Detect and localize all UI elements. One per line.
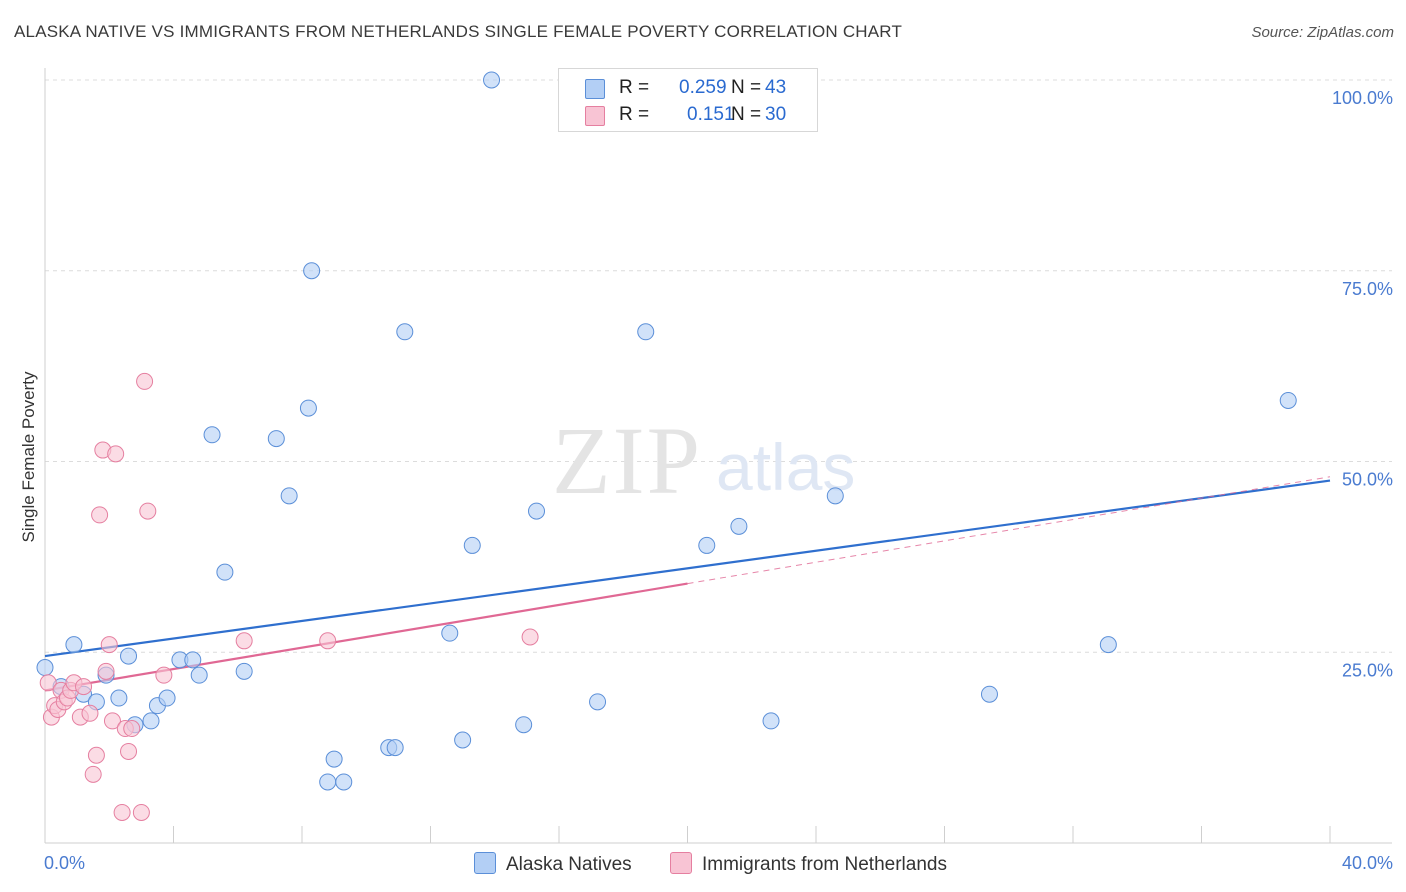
data-point-pink: [100, 636, 118, 654]
data-point-pink: [107, 445, 125, 463]
data-point-blue: [319, 773, 337, 791]
data-point-blue: [36, 659, 54, 677]
data-point-blue: [235, 662, 253, 680]
data-point-pink: [123, 720, 141, 738]
data-point-pink: [81, 704, 99, 722]
x-tick-label: 0.0%: [44, 853, 85, 873]
data-point-blue: [386, 739, 404, 757]
data-point-pink: [84, 765, 102, 783]
legend-swatch-pink: [585, 106, 605, 126]
data-point-blue: [589, 693, 607, 711]
legend-r-label: R =: [619, 104, 650, 125]
bottom-legend-swatch-pink: [670, 852, 692, 874]
data-point-pink: [103, 712, 121, 730]
data-point-blue: [454, 731, 472, 749]
data-point-blue: [637, 323, 655, 341]
legend-swatch-blue: [585, 79, 605, 99]
data-point-blue: [303, 262, 321, 280]
trendline-blue: [44, 479, 1331, 658]
legend-r-value: 0.259: [679, 77, 727, 98]
bottom-legend-netherlands: Immigrants from Netherlands: [670, 852, 947, 876]
data-point-pink: [136, 372, 154, 390]
y-tick-label: 75.0%: [1342, 279, 1393, 299]
gridlines: [45, 79, 1392, 653]
data-point-blue: [730, 517, 748, 535]
data-point-pink: [139, 502, 157, 520]
data-point-blue: [483, 71, 501, 89]
y-tick-label: 25.0%: [1342, 660, 1393, 680]
data-point-blue: [65, 636, 83, 654]
data-point-pink: [97, 662, 115, 680]
trendline-pink-extension: [687, 476, 1331, 585]
data-point-blue: [335, 773, 353, 791]
data-point-pink: [319, 632, 337, 650]
tick-labels: 25.0% 50.0% 75.0% 100.0% 0.0% 40.0%: [44, 88, 1393, 873]
correlation-legend: R = 0.259 N = 43 R = 0.151 N = 30: [558, 68, 818, 132]
data-point-pink: [155, 666, 173, 684]
data-point-pink: [521, 628, 539, 646]
data-point-blue: [698, 536, 716, 554]
data-point-blue: [184, 651, 202, 669]
data-point-blue: [216, 563, 234, 581]
data-point-blue: [158, 689, 176, 707]
legend-n-value: 30: [765, 104, 787, 125]
chart-title: ALASKA NATIVE VS IMMIGRANTS FROM NETHERL…: [14, 22, 903, 41]
data-point-blue: [396, 323, 414, 341]
legend-r-value: 0.151: [687, 104, 735, 125]
data-point-pink: [132, 803, 150, 821]
data-point-blue: [190, 666, 208, 684]
data-point-blue: [1099, 636, 1117, 654]
watermark: ZIP atlas: [552, 407, 855, 514]
data-point-blue: [515, 716, 533, 734]
data-point-blue: [280, 487, 298, 505]
data-point-blue: [826, 487, 844, 505]
bottom-legend-label-pink: Immigrants from Netherlands: [702, 854, 947, 875]
legend-n-value: 43: [765, 77, 787, 98]
y-tick-label: 100.0%: [1332, 88, 1393, 108]
data-point-blue: [203, 426, 221, 444]
data-point-pink: [120, 742, 138, 760]
data-point-blue: [120, 647, 138, 665]
data-point-blue: [441, 624, 459, 642]
data-point-blue: [267, 430, 285, 448]
bottom-legend-swatch-blue: [474, 852, 496, 874]
bottom-legend-label-blue: Alaska Natives: [506, 854, 632, 875]
trendline-pink: [44, 582, 688, 692]
x-tick-label: 40.0%: [1342, 853, 1393, 873]
data-point-blue: [110, 689, 128, 707]
data-point-pink: [75, 678, 93, 696]
legend-r-label: R =: [619, 77, 650, 98]
legend-n-label: N =: [731, 104, 762, 125]
data-point-pink: [39, 674, 57, 692]
trendlines: [44, 476, 1331, 692]
data-point-blue: [142, 712, 160, 730]
data-point-blue: [528, 502, 546, 520]
data-points: [36, 71, 1297, 821]
data-point-blue: [463, 536, 481, 554]
data-point-blue: [762, 712, 780, 730]
chart-source: Source: ZipAtlas.com: [1251, 24, 1394, 41]
y-axis-label: Single Female Poverty: [19, 371, 38, 543]
data-point-blue: [325, 750, 343, 768]
data-point-blue: [299, 399, 317, 417]
data-point-blue: [1279, 391, 1297, 409]
data-point-pink: [235, 632, 253, 650]
data-point-pink: [113, 803, 131, 821]
data-point-blue: [980, 685, 998, 703]
legend-n-label: N =: [731, 77, 762, 98]
data-point-pink: [87, 746, 105, 764]
watermark-zip: ZIP: [552, 407, 702, 514]
bottom-legend-alaska-natives: Alaska Natives: [474, 852, 632, 876]
data-point-pink: [91, 506, 109, 524]
y-tick-label: 50.0%: [1342, 470, 1393, 490]
